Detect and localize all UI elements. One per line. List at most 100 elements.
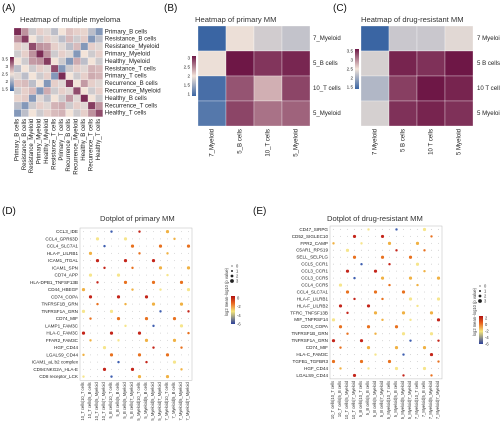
dot [96, 252, 99, 254]
col-label: 5_B cells|7_Myeloid [379, 380, 384, 417]
dot [353, 270, 356, 272]
dot [180, 238, 183, 240]
dot [187, 376, 190, 378]
dot [151, 259, 156, 263]
dot [124, 354, 127, 356]
dot [416, 291, 419, 293]
dot [103, 310, 106, 312]
dot [117, 368, 120, 370]
color-bar [231, 296, 235, 324]
dot [381, 340, 384, 342]
dot [131, 318, 134, 320]
row-label: SELL_SELPLG [296, 255, 328, 260]
size-legend-dot [478, 299, 482, 303]
dot [353, 249, 356, 251]
dot [345, 269, 350, 273]
panel-e-dotplot: CD47_SIRPG CD52_SIGLEC10 FPR2_CAMP C5AR1_RP… [290, 225, 443, 419]
col-label: Primary_T cells [58, 119, 65, 161]
dot [131, 266, 134, 270]
dot [131, 347, 134, 349]
col-label: 5_B cells|10_T cells [108, 382, 113, 418]
col-label: 5_Myeloid|5_B cells [393, 381, 398, 417]
col-label: 5_Myeloid|5_Myeloid [400, 380, 405, 419]
dot [380, 276, 385, 280]
dot [388, 249, 391, 251]
dot [374, 277, 377, 279]
heat-cell [65, 42, 74, 51]
dot [437, 291, 440, 293]
dot [138, 296, 141, 298]
legend-tick-label: 1.5 [184, 83, 191, 88]
dot [339, 263, 342, 265]
dot [103, 318, 106, 320]
dot [388, 291, 391, 293]
dot [352, 255, 357, 259]
dot [381, 347, 384, 349]
dot [124, 368, 127, 370]
size-legend-label: 1 [236, 269, 239, 274]
dot [360, 374, 363, 376]
dot [173, 368, 176, 370]
row-label: HLA-DPB1_TNFSF13B [30, 280, 78, 285]
dot [430, 298, 433, 300]
dot [144, 295, 149, 299]
heat-cell [87, 101, 96, 110]
dot [374, 305, 377, 307]
dot [145, 267, 148, 269]
dot [124, 376, 127, 378]
dot [166, 325, 169, 327]
heat-cell [197, 50, 227, 77]
dot [373, 290, 378, 294]
heat-cell [73, 101, 81, 110]
dot [332, 298, 335, 300]
row-label: CD74_MIF [306, 345, 328, 350]
dot [332, 291, 335, 293]
dot [103, 325, 106, 327]
heat-cell [197, 100, 227, 127]
heat-cell [13, 94, 22, 103]
col-label: 5_Myeloid|5_B cells [143, 382, 148, 418]
heat-cell [36, 64, 44, 73]
dot [110, 347, 113, 349]
dot [124, 347, 127, 349]
col-label: Resistance_B cells [21, 119, 28, 170]
heat-cell [50, 64, 59, 73]
dot [110, 252, 113, 254]
heat-cell [58, 79, 66, 88]
dot [353, 284, 356, 286]
dot [124, 274, 127, 276]
dot [339, 242, 342, 244]
dot [395, 270, 398, 272]
plot-frame [329, 225, 443, 380]
heat-cell [43, 87, 52, 95]
dot [436, 297, 441, 301]
dot [331, 318, 336, 322]
dot [416, 270, 419, 272]
dot [366, 325, 371, 329]
dot [332, 312, 335, 314]
dot [395, 340, 398, 342]
dot [96, 296, 99, 298]
dot [346, 284, 349, 286]
heat-cell [50, 42, 59, 51]
dot [374, 360, 377, 363]
dot [388, 298, 391, 300]
dot [103, 296, 106, 298]
dot [159, 361, 162, 363]
size-legend-label: 0 [236, 264, 239, 269]
dot [82, 267, 85, 269]
row-label: ICAM1_SPN [52, 265, 78, 270]
dot [138, 318, 141, 320]
dot [180, 368, 183, 371]
dot [96, 267, 99, 269]
dot [409, 305, 412, 307]
row-label: HLA-C_FAM3C [46, 331, 78, 336]
heat-cell [444, 75, 474, 102]
row-label: CCL3_IDE [56, 229, 78, 234]
heat-cell [36, 87, 44, 95]
dot [360, 319, 363, 321]
dot [395, 374, 398, 376]
dot [109, 309, 114, 313]
heat-cell [225, 100, 255, 127]
dot [353, 319, 356, 321]
